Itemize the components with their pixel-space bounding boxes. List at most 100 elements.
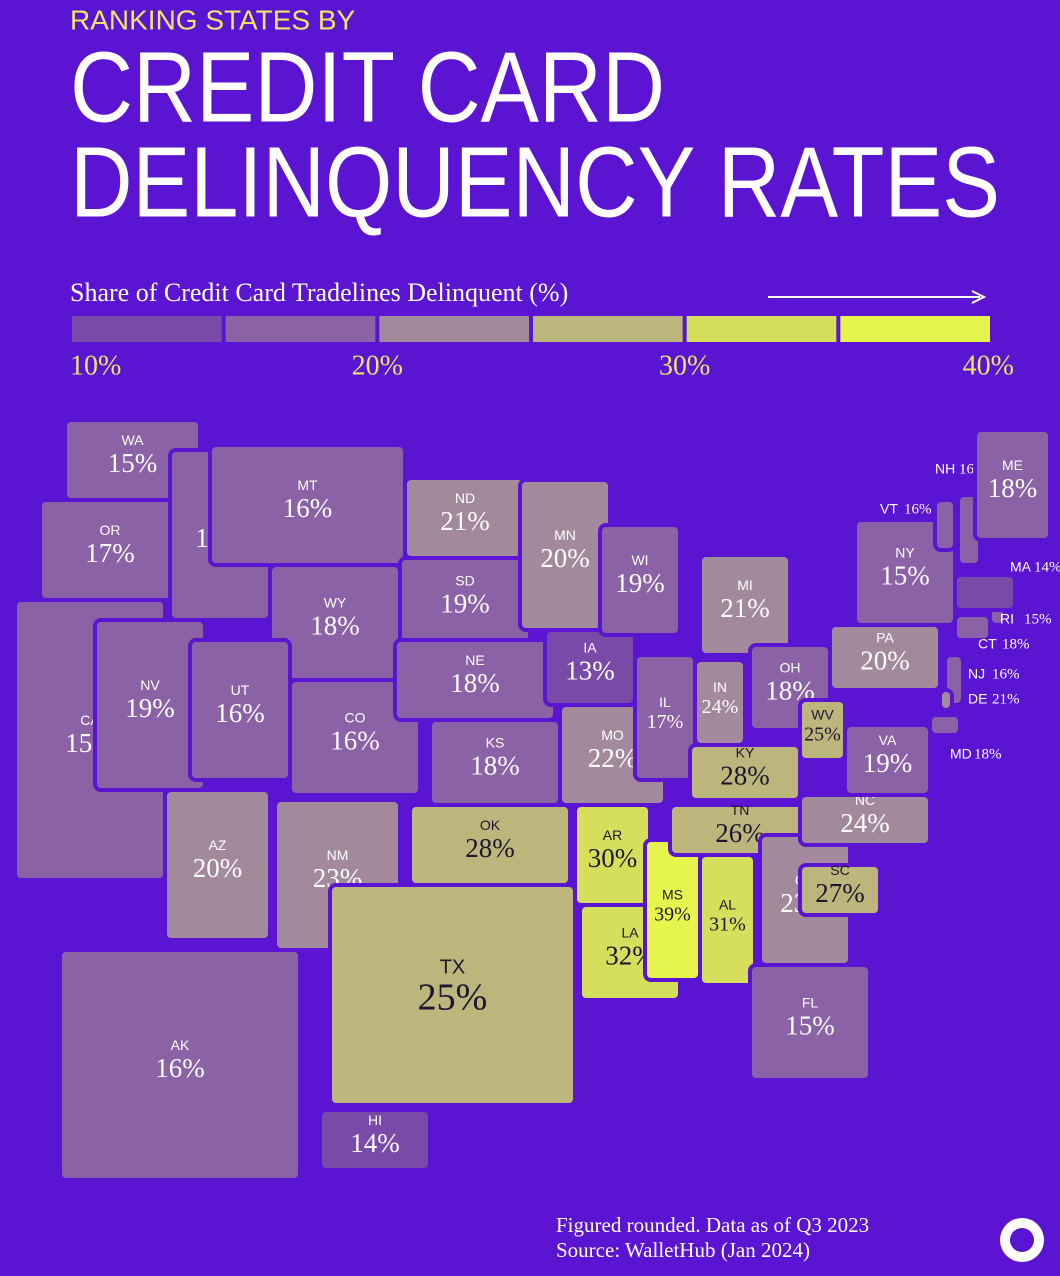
state-value: 30% [588, 843, 638, 873]
state-value: 28% [720, 761, 770, 791]
state [328, 883, 577, 1107]
state-value: 13% [565, 656, 615, 686]
legend-swatch [840, 316, 990, 342]
state-value: 39% [654, 904, 691, 926]
state [953, 613, 992, 642]
state-label: ND [455, 490, 475, 506]
state-label: OH [780, 659, 801, 675]
state-value: 21% [992, 691, 1020, 707]
state-label: FL [802, 994, 819, 1010]
state-label: MD [950, 746, 972, 762]
state [748, 963, 872, 1082]
state-label: WV [811, 707, 834, 723]
state-label: AK [171, 1037, 190, 1053]
state-value: 21% [440, 506, 490, 536]
state-value: 18% [470, 751, 520, 781]
state-value: 19% [440, 589, 490, 619]
state-label: VT [880, 501, 898, 517]
state-label: CT [978, 636, 997, 652]
state-label: NE [465, 652, 484, 668]
state-label: NM [327, 847, 349, 863]
state [798, 863, 882, 917]
state-value: 16% [992, 666, 1020, 682]
state-label: MI [737, 577, 753, 593]
state [953, 573, 1017, 612]
title-line: CREDIT CARD [70, 31, 665, 143]
state-label: WI [631, 552, 648, 568]
state [598, 523, 682, 637]
state-label: WA [121, 432, 144, 448]
supertitle: RANKING STATES BY [70, 4, 356, 35]
state-label: MS [662, 887, 683, 903]
legend-swatch [379, 316, 529, 342]
state [938, 688, 954, 712]
state-value: 16% [155, 1053, 205, 1083]
state-value: 16% [283, 493, 333, 523]
state [318, 1108, 432, 1172]
state-value: 25% [418, 977, 488, 1019]
state-value: 28% [465, 833, 515, 863]
state-value: 17% [85, 538, 135, 568]
state-value: 27% [815, 878, 865, 908]
state-value: 16% [330, 726, 380, 756]
state-label: SD [455, 572, 474, 588]
legend-title: Share of Credit Card Tradelines Delinque… [70, 278, 568, 307]
state-label: AR [603, 827, 622, 843]
state-label: IL [659, 694, 671, 710]
note: Source: WalletHub (Jan 2024) [556, 1238, 810, 1262]
state [933, 498, 957, 552]
state-label: MO [601, 727, 624, 743]
state-label: IN [713, 679, 727, 695]
state-value: 20% [860, 646, 910, 676]
state-label: TX [440, 957, 466, 979]
legend-swatch [72, 316, 222, 342]
state-value: 18% [974, 746, 1002, 762]
state-label: UT [231, 682, 250, 698]
legend-tick-label: 30% [659, 350, 710, 381]
state-label: MA [1010, 559, 1032, 575]
state-label: ME [1002, 457, 1023, 473]
state-label: VA [879, 732, 897, 748]
legend-tick-label: 40% [963, 350, 1014, 381]
state-value: 18% [1002, 636, 1030, 652]
state-value: 18% [988, 473, 1038, 503]
legend-tick-label: 10% [70, 350, 121, 381]
state-value: 14% [1034, 559, 1060, 575]
state-label: WY [324, 594, 347, 610]
state-value: 21% [720, 593, 770, 623]
state-label: NH [935, 461, 955, 477]
state-label: OR [100, 522, 121, 538]
state [843, 723, 932, 797]
state-value: 20% [540, 543, 590, 573]
state-value: 19% [863, 748, 913, 778]
state-value: 24% [840, 808, 890, 838]
state-value: 16% [215, 698, 265, 728]
state-label: RI [1000, 611, 1014, 627]
state-label: OK [480, 817, 501, 833]
state-label: KS [486, 734, 505, 750]
state-value: 25% [804, 724, 841, 746]
state [928, 713, 962, 737]
state-value: 24% [702, 696, 739, 718]
state-value: 18% [450, 668, 500, 698]
legend-swatch [686, 316, 837, 342]
state-value: 16% [904, 501, 932, 517]
legend-swatch [225, 316, 376, 342]
state-value: 20% [193, 853, 243, 883]
state-value: 15% [1024, 611, 1052, 627]
arrow-head [971, 290, 987, 304]
legend-tick-label: 20% [352, 350, 403, 381]
logo [1000, 1218, 1044, 1262]
state-label: SC [830, 862, 849, 878]
state-label: DE [968, 691, 987, 707]
state-label: AL [719, 897, 736, 913]
state-label: MN [554, 527, 576, 543]
state [163, 788, 272, 942]
state-value: 15% [108, 448, 158, 478]
state [973, 428, 1052, 542]
state-label: IA [583, 639, 597, 655]
state-label: HI [368, 1112, 382, 1128]
state-label: TN [731, 802, 750, 818]
